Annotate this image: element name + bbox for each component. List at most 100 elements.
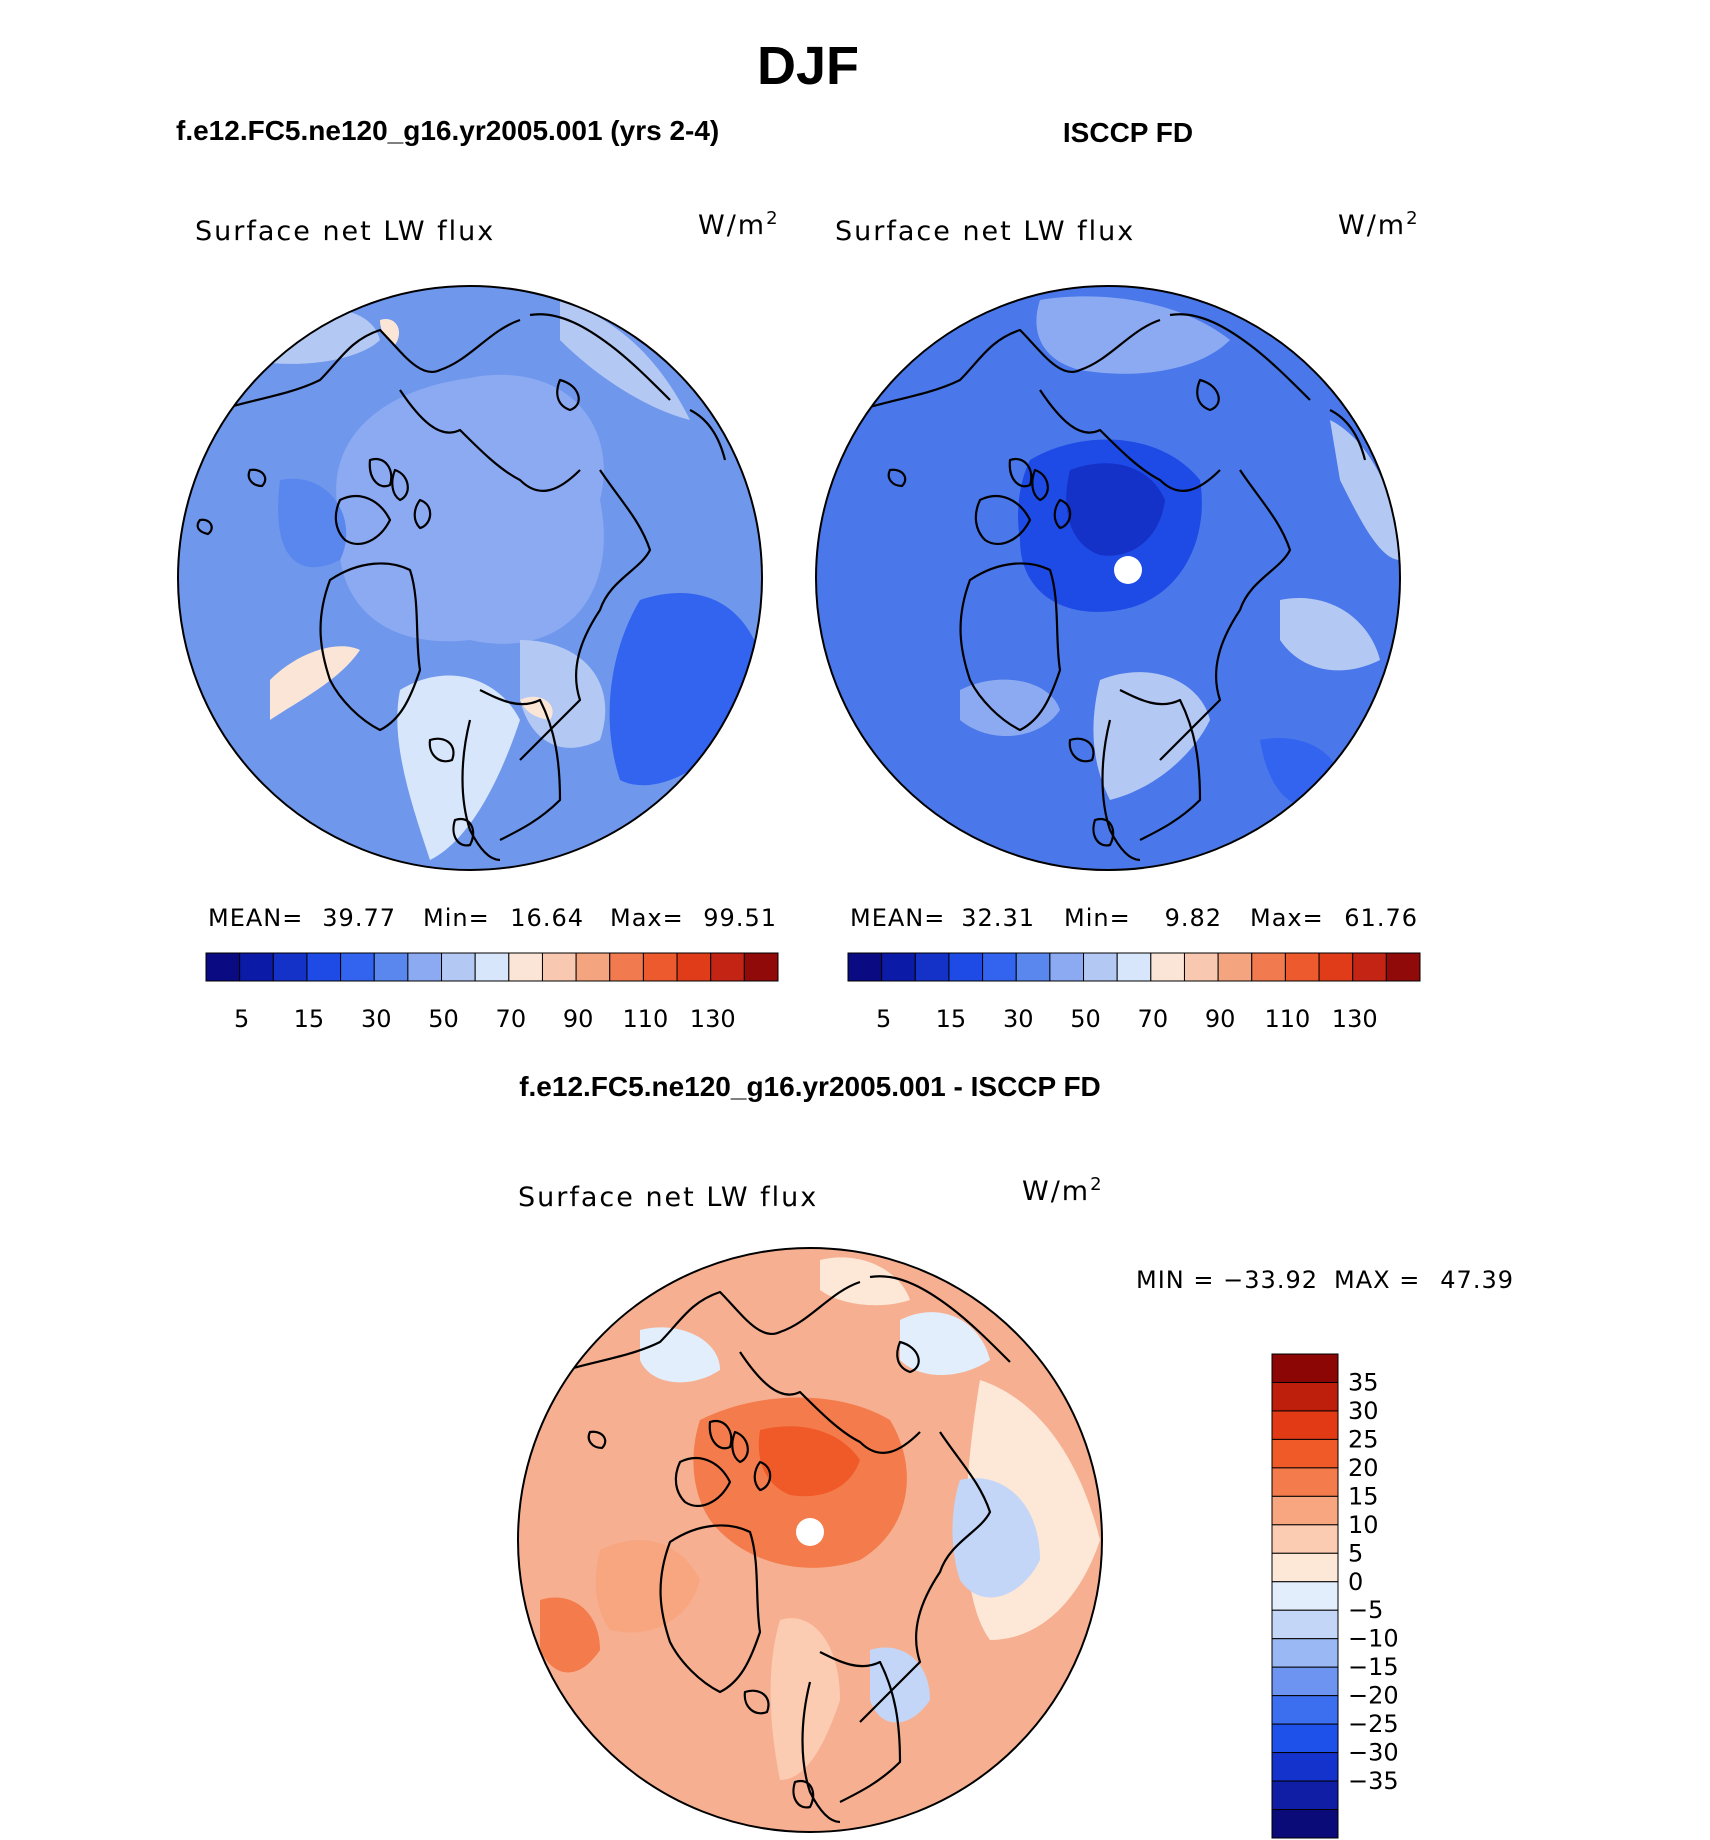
model-coastlines (196, 313, 727, 862)
diff-colorbar-swatch (1271, 1723, 1339, 1754)
obs-mean-value: 32.31 (961, 904, 1035, 932)
model-max-value: 99.51 (703, 904, 777, 932)
obs-colorbar-tick-label: 110 (1265, 1005, 1311, 1033)
model-panel-title: f.e12.FC5.ne120_g16.yr2005.001 (yrs 2-4) (176, 115, 719, 146)
diff-colorbar-swatch (1271, 1524, 1339, 1554)
model-min-label: Min= (423, 904, 490, 932)
diff-colorbar-swatch (1271, 1638, 1339, 1668)
diff-colorbar-tick-label: 35 (1348, 1368, 1379, 1396)
diff-colorbar-tick-label: −20 (1348, 1682, 1399, 1710)
obs-colorbar-tick-label: 90 (1205, 1005, 1236, 1033)
diff-colorbar-swatch (1271, 1353, 1339, 1383)
obs-colorbar-swatch (1284, 952, 1320, 982)
diff-map-field (518, 1248, 1102, 1832)
diff-colorbar-tick-label: 5 (1348, 1539, 1363, 1567)
model-colorbar-labels: 5 15 30 50 70 90 110 130 (234, 1005, 736, 1033)
obs-colorbar-tick-label: 15 (936, 1005, 967, 1033)
model-colorbar-swatch (441, 952, 476, 982)
obs-variable-label: Surface net LW flux (835, 216, 1135, 247)
model-field-warm-band (520, 696, 553, 720)
obs-field-light-region (960, 679, 1060, 737)
diff-colorbar-swatch (1271, 1467, 1339, 1497)
diff-colorbar-tick-label: 25 (1348, 1425, 1379, 1453)
obs-map-panel: Surface net LW flux W/m2 (815, 208, 1421, 1033)
model-field-warm-band (270, 646, 360, 720)
model-map-boundary (177, 285, 763, 871)
diff-field-warm-region (758, 1426, 860, 1497)
obs-colorbar-swatch (1150, 952, 1185, 982)
obs-colorbar-swatch (982, 952, 1017, 982)
diff-colorbar-swatch (1271, 1666, 1339, 1697)
obs-colorbar-tick-label: 5 (876, 1005, 891, 1033)
diff-max-value: 47.39 (1440, 1266, 1514, 1294)
model-colorbar-swatch (407, 952, 443, 982)
model-colorbar-swatch (239, 952, 274, 982)
diff-colorbar-tick-label: 20 (1348, 1454, 1379, 1482)
obs-min-value: 9.82 (1165, 904, 1222, 932)
diff-colorbar-swatch (1271, 1695, 1339, 1725)
model-colorbar-tick-label: 50 (428, 1005, 459, 1033)
model-map-panel: Surface net LW flux W/m2 (177, 208, 780, 1033)
model-colorbar-swatch (710, 952, 745, 982)
obs-colorbar-swatch (1352, 952, 1387, 982)
obs-units-label: W/m2 (1338, 208, 1420, 241)
obs-panel-title: ISCCP FD (1063, 117, 1193, 148)
model-colorbar-tick-label: 30 (361, 1005, 392, 1033)
obs-colorbar (847, 952, 1421, 982)
model-units-label: W/m2 (698, 208, 780, 241)
obs-min-label: Min= (1064, 904, 1131, 932)
model-colorbar-swatch (508, 952, 543, 982)
model-colorbar-swatch (575, 952, 611, 982)
obs-field-light-region (1280, 598, 1380, 671)
obs-colorbar-swatch (914, 952, 950, 982)
model-mean-label: MEAN= (208, 904, 303, 932)
diff-stats: MIN = −33.92 MAX = 47.39 (1136, 1266, 1514, 1294)
model-colorbar-swatch (272, 952, 308, 982)
diff-variable-label: Surface net LW flux (518, 1182, 818, 1213)
model-colorbar-swatch (373, 952, 409, 982)
season-title: DJF (757, 36, 859, 96)
model-colorbar-tick-label: 5 (234, 1005, 249, 1033)
obs-colorbar-labels: 5 15 30 50 70 90 110 130 (876, 1005, 1378, 1033)
model-colorbar-swatch (205, 952, 241, 982)
obs-map-field (816, 286, 1400, 870)
diff-colorbar-tick-label: 0 (1348, 1568, 1363, 1596)
model-mean-value: 39.77 (322, 904, 396, 932)
diff-colorbar-tick-label: 10 (1348, 1511, 1379, 1539)
obs-colorbar-swatch (1116, 952, 1152, 982)
obs-colorbar-tick-label: 130 (1332, 1005, 1378, 1033)
model-map-field (178, 286, 762, 870)
obs-max-label: Max= (1250, 904, 1324, 932)
model-field-light-region (520, 640, 606, 748)
diff-field-pale-region (820, 1257, 910, 1306)
diff-units-label: W/m2 (1022, 1174, 1104, 1207)
diff-colorbar (1271, 1353, 1339, 1839)
obs-map-boundary (815, 285, 1401, 871)
model-colorbar-tick-label: 90 (563, 1005, 594, 1033)
model-max-label: Max= (610, 904, 684, 932)
model-field-warm-band (380, 319, 400, 345)
diff-colorbar-swatch (1271, 1780, 1339, 1811)
model-colorbar-swatch (609, 952, 644, 982)
diff-colorbar-tick-label: −10 (1348, 1625, 1399, 1653)
obs-pole-hole (1114, 556, 1142, 584)
obs-stats: MEAN= 32.31 Min= 9.82 Max= 61.76 (850, 904, 1417, 932)
model-variable-label: Surface net LW flux (195, 216, 495, 247)
model-field-light-region (560, 300, 690, 420)
diff-colorbar-tick-label: −35 (1348, 1767, 1399, 1795)
obs-colorbar-tick-label: 70 (1138, 1005, 1169, 1033)
model-colorbar-tick-label: 70 (496, 1005, 527, 1033)
diff-colorbar-swatch (1271, 1381, 1339, 1412)
model-stats: MEAN= 39.77 Min= 16.64 Max= 99.51 (208, 904, 777, 932)
model-min-value: 16.64 (510, 904, 584, 932)
diff-colorbar-tick-label: −5 (1348, 1596, 1383, 1624)
obs-colorbar-swatch (1318, 952, 1354, 982)
model-colorbar-tick-label: 15 (294, 1005, 325, 1033)
diff-colorbar-swatch (1271, 1581, 1339, 1611)
model-colorbar-tick-label: 110 (623, 1005, 669, 1033)
model-colorbar-swatch (340, 952, 375, 982)
model-field-light-region (397, 675, 520, 860)
diff-colorbar-swatch (1271, 1438, 1339, 1469)
obs-colorbar-swatch (1083, 952, 1118, 982)
